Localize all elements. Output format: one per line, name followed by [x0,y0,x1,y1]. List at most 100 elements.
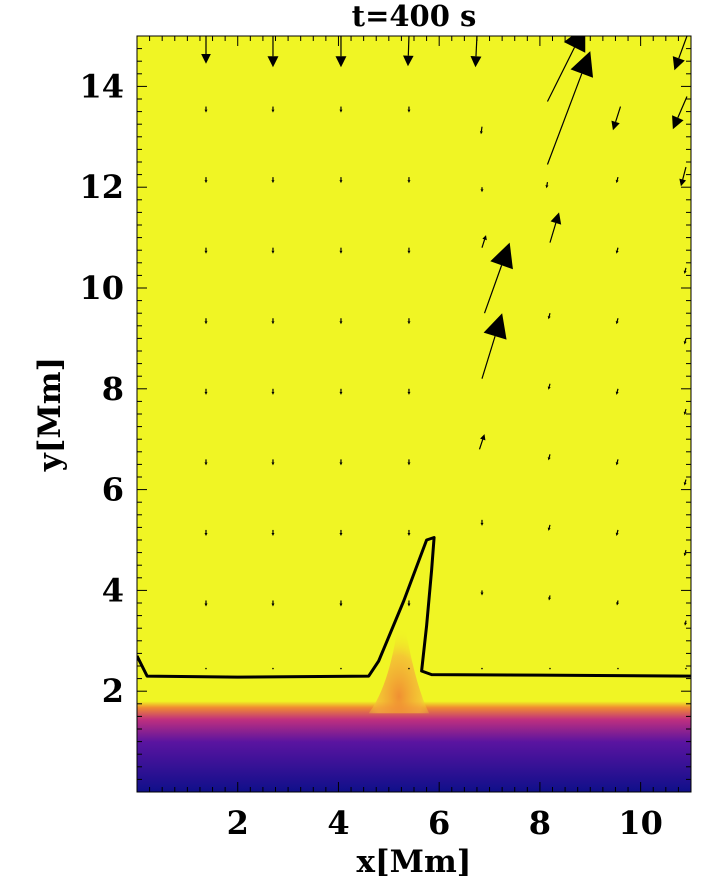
velocity-arrow [403,36,414,67]
x-tick-label: 10 [618,804,663,842]
velocity-arrow [615,459,619,466]
velocity-arrow [684,620,688,626]
velocity-arrow [407,247,411,254]
velocity-arrow [271,388,275,395]
velocity-arrow [546,36,586,102]
x-axis-label: x[Mm] [357,844,472,880]
velocity-arrow [547,454,551,461]
velocity-arrow [271,177,275,184]
velocity-arrow [407,388,411,395]
background-upper [137,36,691,792]
velocity-arrow [616,600,620,606]
velocity-arrow [339,177,343,184]
axis-ticks: 2 4 6 8 10 2 4 6 8 10 12 14 [79,35,692,842]
velocity-arrow [679,166,687,187]
velocity-dot [272,667,274,670]
y-tick-label: 6 [102,471,124,509]
velocity-arrow [339,106,343,113]
velocity-arrow [339,600,343,607]
velocity-arrow [204,106,208,113]
velocity-dot [408,667,410,670]
velocity-arrow [339,529,343,536]
velocity-arrow [683,408,687,416]
velocity-arrow [481,235,487,248]
velocity-arrow [672,36,688,71]
velocity-arrow [271,106,275,113]
x-tick-label: 6 [428,804,450,842]
velocity-arrow [615,247,619,254]
y-tick-label: 14 [79,67,124,105]
velocity-arrow [546,51,594,165]
dense-layer [137,701,691,792]
velocity-arrow [478,434,486,450]
velocity-arrow [481,313,507,379]
velocity-dot [549,667,551,670]
velocity-arrow [483,242,513,314]
velocity-dot [481,667,483,670]
velocity-arrow [548,595,552,601]
velocity-dot [340,667,342,670]
velocity-arrow [672,96,688,130]
velocity-arrow [339,318,343,325]
velocity-arrow [204,318,208,325]
velocity-arrow [615,388,619,395]
velocity-arrow [615,318,619,325]
y-tick-label: 8 [102,370,124,408]
velocity-arrow [683,549,687,557]
velocity-arrow [479,126,483,135]
velocity-arrow [480,187,484,193]
velocity-arrow [547,524,551,531]
velocity-arrow [615,176,619,184]
velocity-arrow [204,177,208,184]
velocity-arrow [271,529,275,536]
velocity-arrow [407,600,411,607]
velocity-arrow [407,177,411,184]
velocity-arrow [547,313,551,320]
velocity-arrow [549,212,562,243]
y-tick-label: 12 [79,168,124,206]
plot-area [137,36,691,792]
x-tick-label: 2 [227,804,249,842]
velocity-arrow [204,600,208,607]
velocity-arrow [615,529,619,536]
x-tick-label: 8 [529,804,551,842]
velocity-arrow [480,590,484,596]
velocity-arrow [407,318,411,325]
velocity-arrow [204,388,208,395]
velocity-arrows [201,36,688,670]
velocity-arrow [339,247,343,254]
velocity-arrow [335,36,347,68]
velocity-arrow [204,247,208,254]
contour-line [137,536,691,679]
velocity-arrow [683,479,687,486]
velocity-arrow [271,600,275,607]
velocity-arrow [611,106,622,131]
velocity-arrow [407,106,411,113]
plume [368,600,430,714]
velocity-dot [685,667,687,670]
velocity-arrow [480,519,484,526]
velocity-arrow [204,529,208,536]
velocity-arrow [271,318,275,325]
y-tick-label: 4 [102,571,124,609]
velocity-dot [617,667,619,670]
velocity-arrow [339,388,343,395]
velocity-arrow [204,459,208,466]
velocity-dot [205,667,207,670]
velocity-arrow [267,36,279,68]
velocity-arrow [407,529,411,536]
x-tick-label: 4 [327,804,349,842]
y-tick-label: 10 [79,269,124,307]
velocity-arrow [683,267,687,274]
velocity-arrow [339,459,343,466]
velocity-arrow [547,383,551,390]
velocity-arrow [271,459,275,466]
velocity-arrow [407,459,411,466]
y-tick-label: 2 [102,672,124,710]
chart-title: t=400 s [352,0,477,33]
velocity-arrow [683,338,687,345]
y-axis-label: y[Mm] [32,357,68,472]
velocity-arrow [545,182,549,189]
velocity-arrow [271,247,275,254]
